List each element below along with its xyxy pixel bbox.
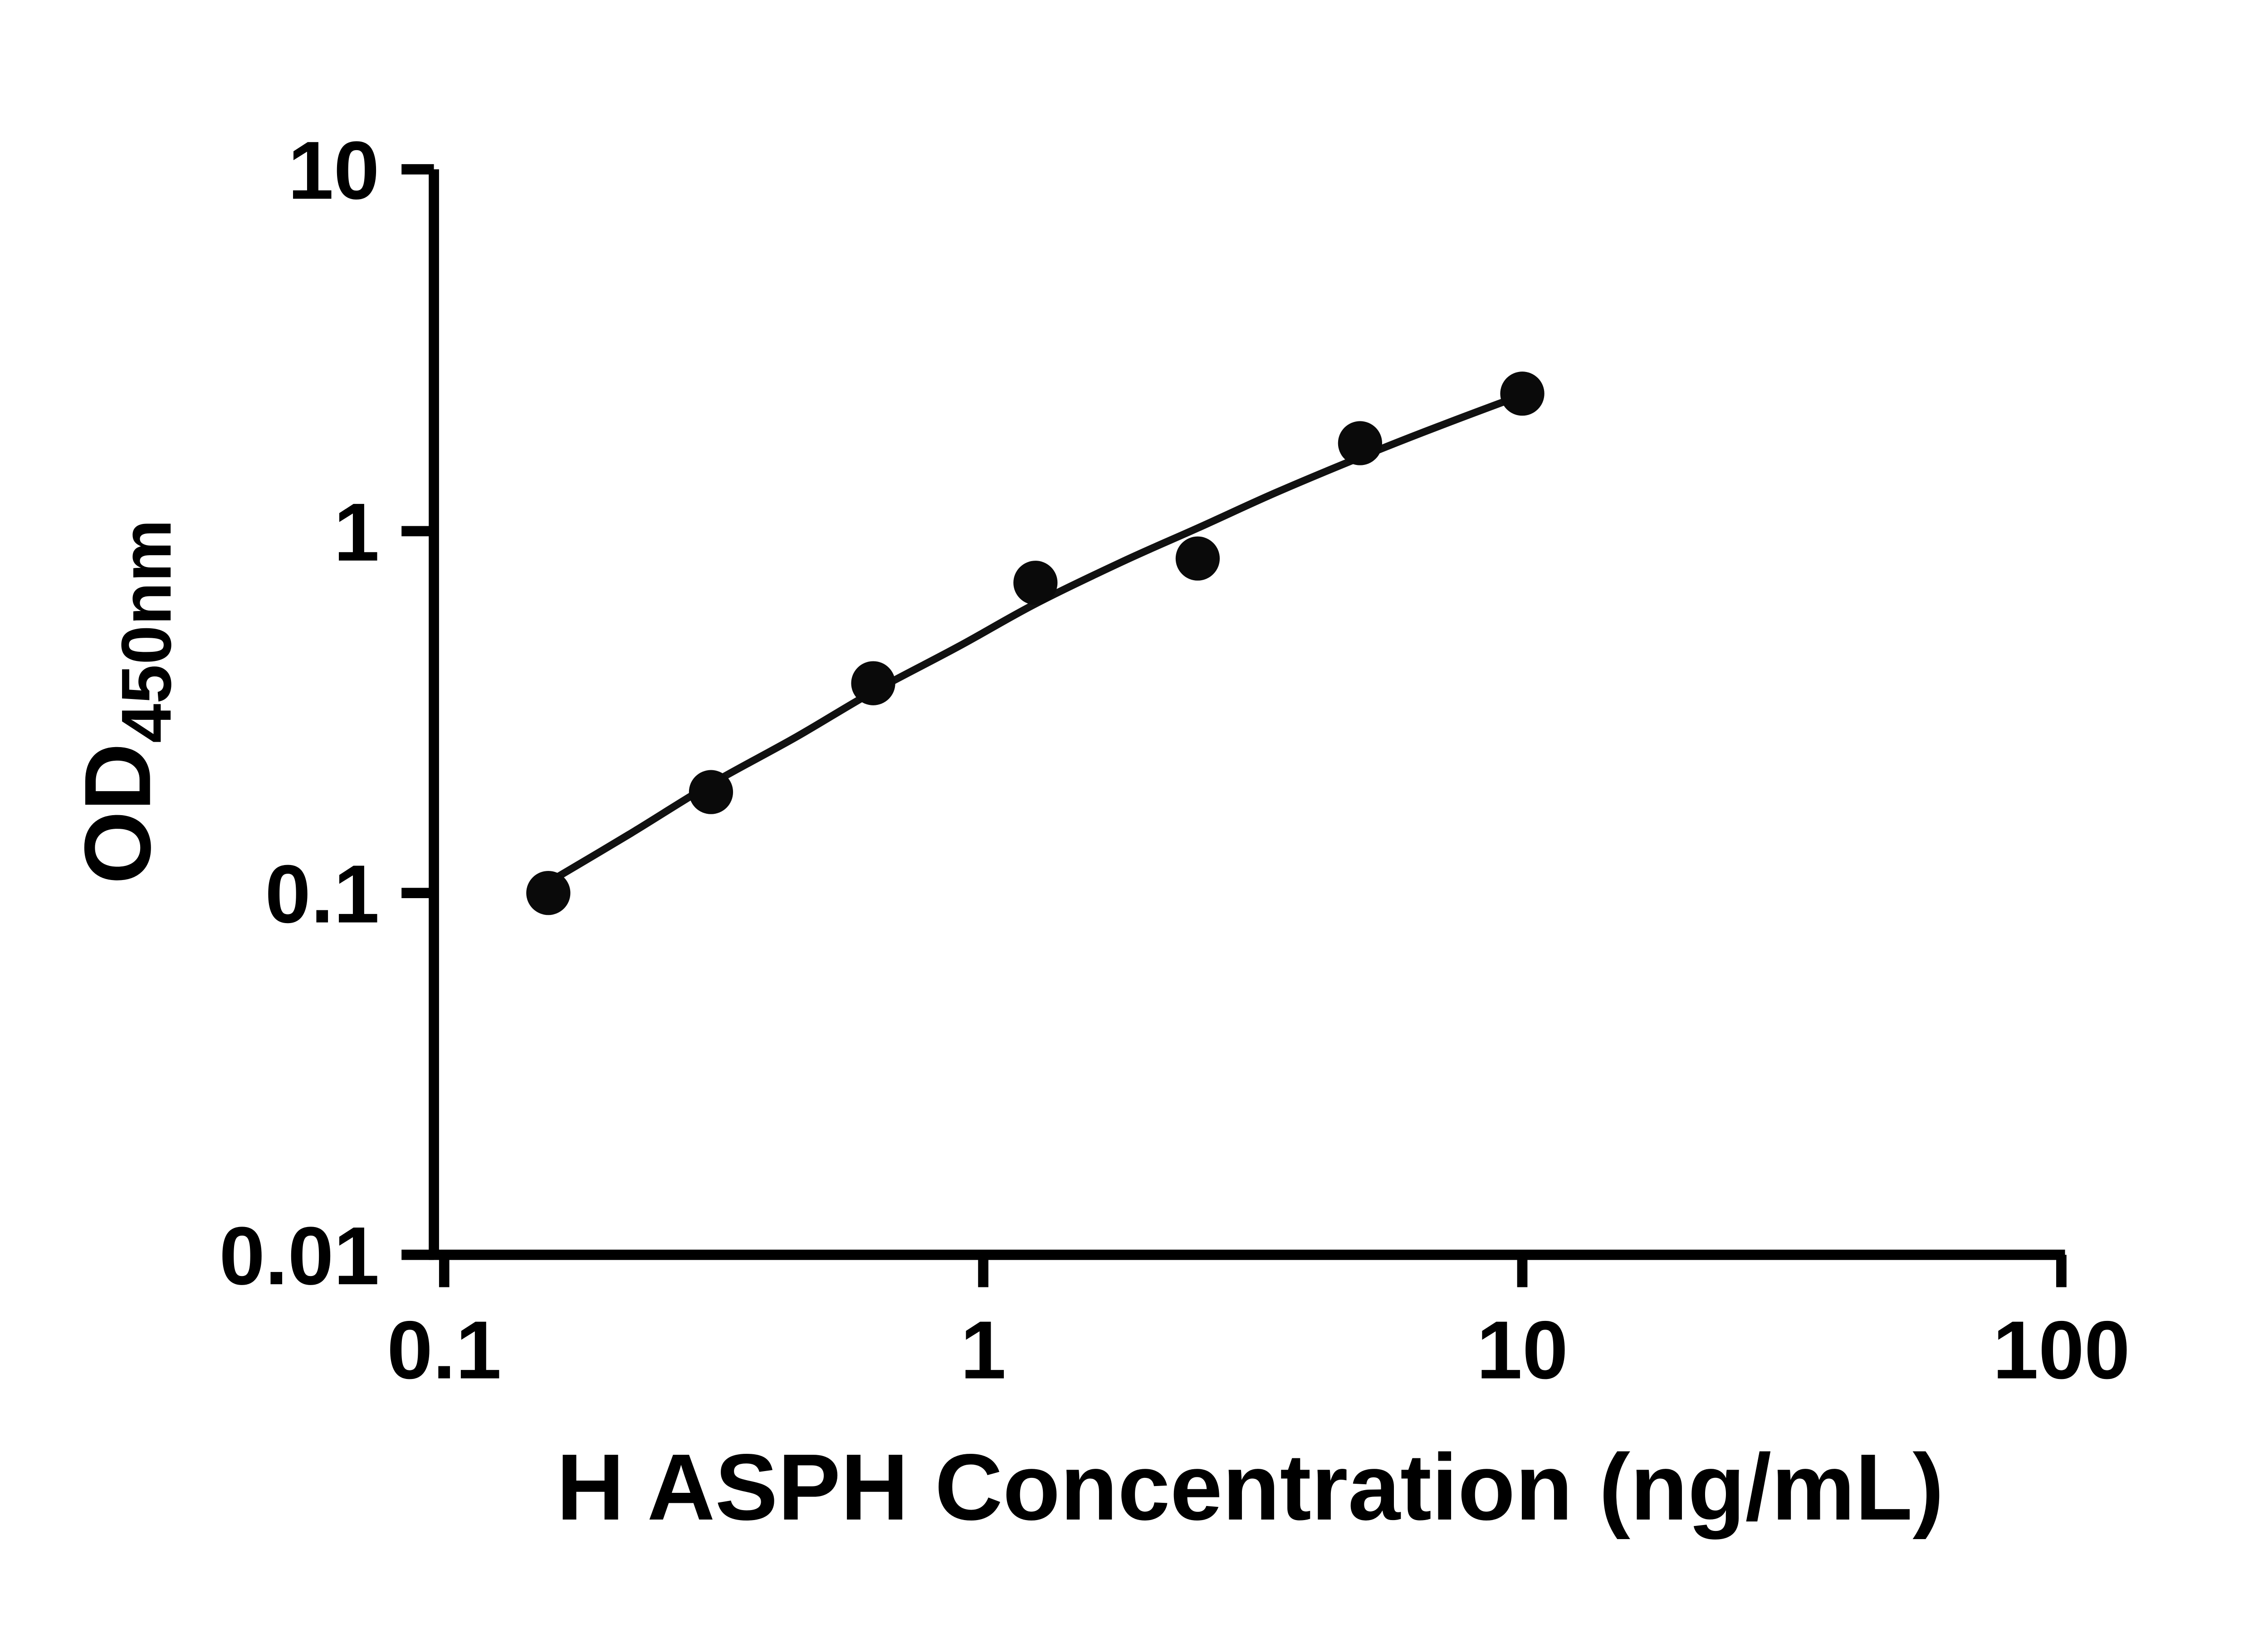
data-point bbox=[1013, 561, 1058, 605]
data-point bbox=[526, 870, 571, 915]
y-tick-label: 0.1 bbox=[265, 848, 379, 940]
data-point bbox=[1338, 421, 1383, 465]
x-axis-title: H ASPH Concentration (ng/mL) bbox=[557, 1434, 1944, 1540]
data-point bbox=[689, 770, 733, 814]
y-axis-title-group: OD450nm bbox=[65, 519, 186, 884]
data-point bbox=[1500, 372, 1545, 416]
x-tick-label: 100 bbox=[1993, 1305, 2130, 1396]
axis-spine bbox=[429, 169, 2065, 1260]
data-point bbox=[851, 661, 895, 705]
x-tick-label: 1 bbox=[960, 1305, 1006, 1396]
y-axis-title: OD450nm bbox=[65, 519, 186, 884]
y-tick-label: 1 bbox=[334, 487, 380, 578]
y-tick-label: 0.01 bbox=[219, 1210, 379, 1302]
x-tick-label: 10 bbox=[1476, 1305, 1568, 1396]
data-point bbox=[1175, 536, 1220, 581]
y-axis-title-main: OD bbox=[65, 743, 170, 884]
x-tick-label: 0.1 bbox=[387, 1305, 501, 1396]
data-layer bbox=[526, 372, 1545, 915]
y-axis-title-subscript: 450nm bbox=[107, 519, 186, 743]
fit-curve-line bbox=[544, 391, 1526, 886]
y-tick-label: 10 bbox=[288, 125, 380, 216]
